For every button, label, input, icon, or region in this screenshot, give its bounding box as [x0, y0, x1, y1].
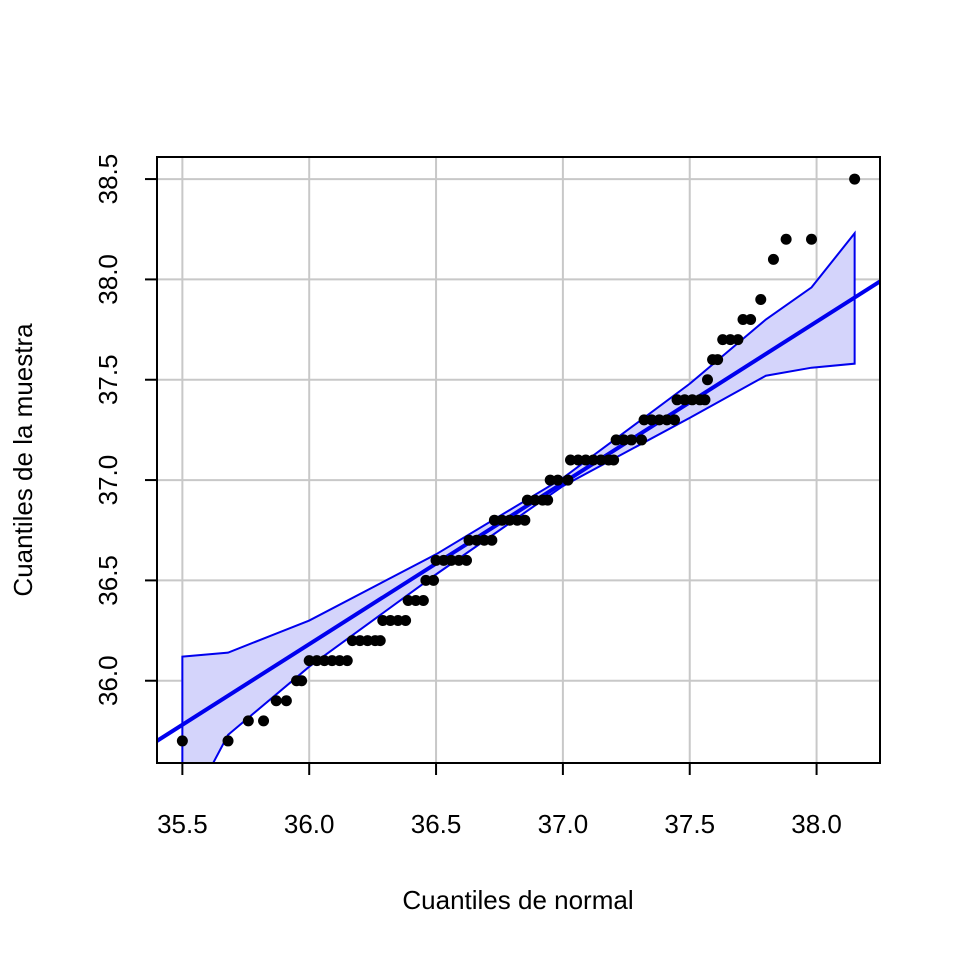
x-tick-label: 36.5: [411, 809, 462, 839]
point: [699, 394, 711, 406]
point: [311, 655, 323, 667]
axes: 35.5 36.0 36.5 37.0 37.5 38.0 36.0 36.5 37.0 37.5…: [93, 154, 842, 839]
point: [242, 715, 254, 727]
y-axis-title: Cuantiles de la muestra: [8, 323, 38, 597]
point: [445, 554, 457, 566]
point: [565, 454, 577, 466]
point: [732, 334, 744, 346]
point: [610, 434, 622, 446]
point: [767, 253, 779, 265]
point: [686, 394, 698, 406]
x-tick-label: 35.5: [157, 809, 208, 839]
point: [701, 374, 713, 386]
point: [580, 454, 592, 466]
y-tick-label: 38.0: [93, 254, 123, 305]
point: [595, 454, 607, 466]
point: [486, 534, 498, 546]
point: [587, 454, 599, 466]
y-tick-label: 38.5: [93, 154, 123, 205]
point: [374, 635, 386, 647]
point: [417, 594, 429, 606]
point: [270, 695, 282, 707]
point: [430, 554, 442, 566]
point: [478, 534, 490, 546]
point: [511, 514, 523, 526]
x-tick-label: 36.0: [284, 809, 335, 839]
x-tick-label: 38.0: [791, 809, 842, 839]
x-tick-label: 37.5: [664, 809, 715, 839]
y-tick-label: 37.5: [93, 354, 123, 405]
point: [384, 615, 396, 627]
point: [755, 293, 767, 305]
point: [354, 635, 366, 647]
point: [618, 434, 630, 446]
point: [572, 454, 584, 466]
y-tick-label: 36.0: [93, 655, 123, 706]
point: [463, 534, 475, 546]
point: [280, 695, 292, 707]
point: [400, 615, 412, 627]
point: [496, 514, 508, 526]
point: [377, 615, 389, 627]
point: [737, 314, 749, 326]
point: [519, 514, 531, 526]
x-axis-title: Cuantiles de normal: [402, 885, 633, 915]
point: [420, 574, 432, 586]
point: [542, 494, 554, 506]
point: [453, 554, 465, 566]
point: [638, 414, 650, 426]
point: [671, 394, 683, 406]
point: [724, 334, 736, 346]
point: [392, 615, 404, 627]
point: [438, 554, 450, 566]
point: [303, 655, 315, 667]
plot-frame: [156, 156, 881, 764]
point: [402, 594, 414, 606]
point: [318, 655, 330, 667]
point: [780, 233, 792, 245]
point: [488, 514, 500, 526]
point: [552, 474, 564, 486]
point: [745, 314, 757, 326]
point: [471, 534, 483, 546]
point: [428, 574, 440, 586]
point: [636, 434, 648, 446]
point: [460, 554, 472, 566]
reference-line: [157, 279, 880, 743]
point: [334, 655, 346, 667]
point: [544, 474, 556, 486]
point: [296, 675, 308, 687]
point: [410, 594, 422, 606]
point: [849, 173, 861, 185]
x-tick-label: 37.0: [538, 809, 589, 839]
point: [669, 414, 681, 426]
point: [341, 655, 353, 667]
plot-area: [157, 173, 880, 763]
point: [661, 414, 673, 426]
point: [258, 715, 270, 727]
y-tick-label: 36.5: [93, 555, 123, 606]
point: [712, 354, 724, 366]
point: [653, 414, 665, 426]
point: [608, 454, 620, 466]
point: [504, 514, 516, 526]
point: [529, 494, 541, 506]
point: [806, 233, 818, 245]
point: [717, 334, 729, 346]
point: [521, 494, 533, 506]
point: [346, 635, 358, 647]
point: [562, 474, 574, 486]
point: [625, 434, 637, 446]
point: [176, 735, 188, 747]
point: [646, 414, 658, 426]
confidence-band: [181, 230, 856, 763]
y-tick-label: 37.0: [93, 455, 123, 506]
point: [679, 394, 691, 406]
point: [222, 735, 234, 747]
point: [362, 635, 374, 647]
point: [326, 655, 338, 667]
